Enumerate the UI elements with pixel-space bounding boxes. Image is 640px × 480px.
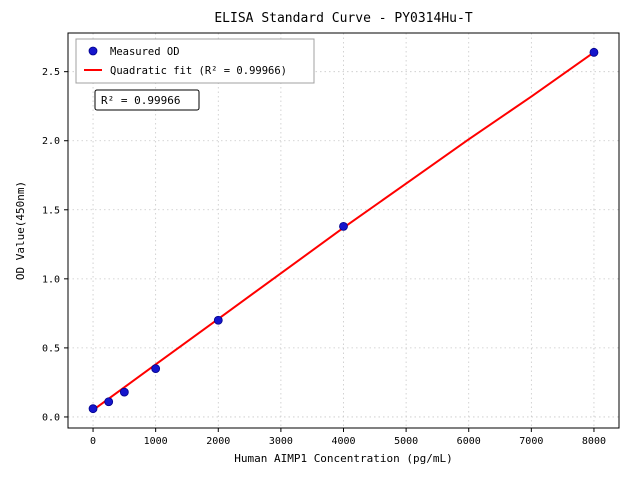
measured-od-point — [88, 404, 98, 414]
measured-od-point — [213, 315, 223, 325]
x-tick-label: 7000 — [519, 436, 543, 447]
x-tick-label: 0 — [90, 436, 96, 447]
measured-od-point — [119, 387, 129, 397]
x-tick-label: 4000 — [331, 436, 355, 447]
r-squared-annotation-text: R² = 0.99966 — [101, 94, 180, 107]
x-tick-label: 8000 — [582, 436, 606, 447]
y-tick-label: 1.0 — [42, 274, 60, 285]
legend-label-measured-od: Measured OD — [110, 46, 180, 58]
x-tick-label: 3000 — [269, 436, 293, 447]
y-axis-label: OD Value(450nm) — [14, 181, 27, 280]
x-tick-label: 5000 — [394, 436, 418, 447]
legend-marker-measured-od — [88, 46, 98, 56]
y-tick-label: 2.5 — [42, 67, 60, 78]
y-tick-label: 0.0 — [42, 412, 60, 423]
y-tick-label: 1.5 — [42, 205, 60, 216]
chart-title: ELISA Standard Curve - PY0314Hu-T — [214, 11, 472, 26]
measured-od-point — [104, 397, 114, 407]
measured-od-point — [151, 364, 161, 374]
legend-box — [75, 38, 315, 84]
measured-od-point — [589, 47, 599, 57]
legend-label-quadratic-fit: Quadratic fit (R² = 0.99966) — [110, 65, 287, 77]
y-tick-label: 0.5 — [42, 343, 60, 354]
x-tick-label: 1000 — [144, 436, 168, 447]
x-tick-label: 2000 — [206, 436, 230, 447]
x-axis-label: Human AIMP1 Concentration (pg/mL) — [234, 452, 453, 465]
measured-od-point — [339, 221, 348, 231]
y-tick-label: 2.0 — [42, 136, 60, 147]
x-tick-label: 6000 — [457, 436, 481, 447]
r-squared-annotation-box — [94, 89, 200, 111]
